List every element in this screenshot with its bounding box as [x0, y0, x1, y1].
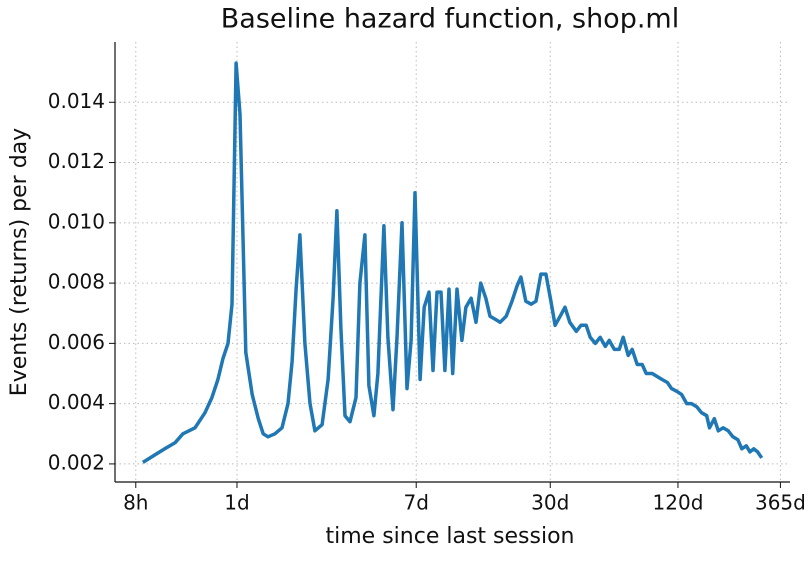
- y-tick-label: 0.010: [48, 209, 105, 233]
- x-tick-label: 365d: [755, 491, 806, 515]
- x-tick-label: 8h: [123, 491, 148, 515]
- x-tick-label: 30d: [531, 491, 569, 515]
- y-tick-label: 0.006: [48, 330, 105, 354]
- y-tick-label: 0.008: [48, 270, 105, 294]
- x-tick-label: 120d: [653, 491, 704, 515]
- y-tick-label: 0.012: [48, 149, 105, 173]
- x-axis-label: time since last session: [326, 524, 575, 549]
- y-tick-label: 0.014: [48, 89, 105, 113]
- x-tick-label: 7d: [404, 491, 429, 515]
- data-line: [141, 61, 764, 464]
- y-tick-label: 0.002: [48, 450, 105, 474]
- x-tick-label: 1d: [224, 491, 249, 515]
- chart-title: Baseline hazard function, shop.ml: [221, 4, 679, 35]
- y-tick-label: 0.004: [48, 390, 105, 414]
- y-axis-label: Events (returns) per day: [7, 128, 32, 396]
